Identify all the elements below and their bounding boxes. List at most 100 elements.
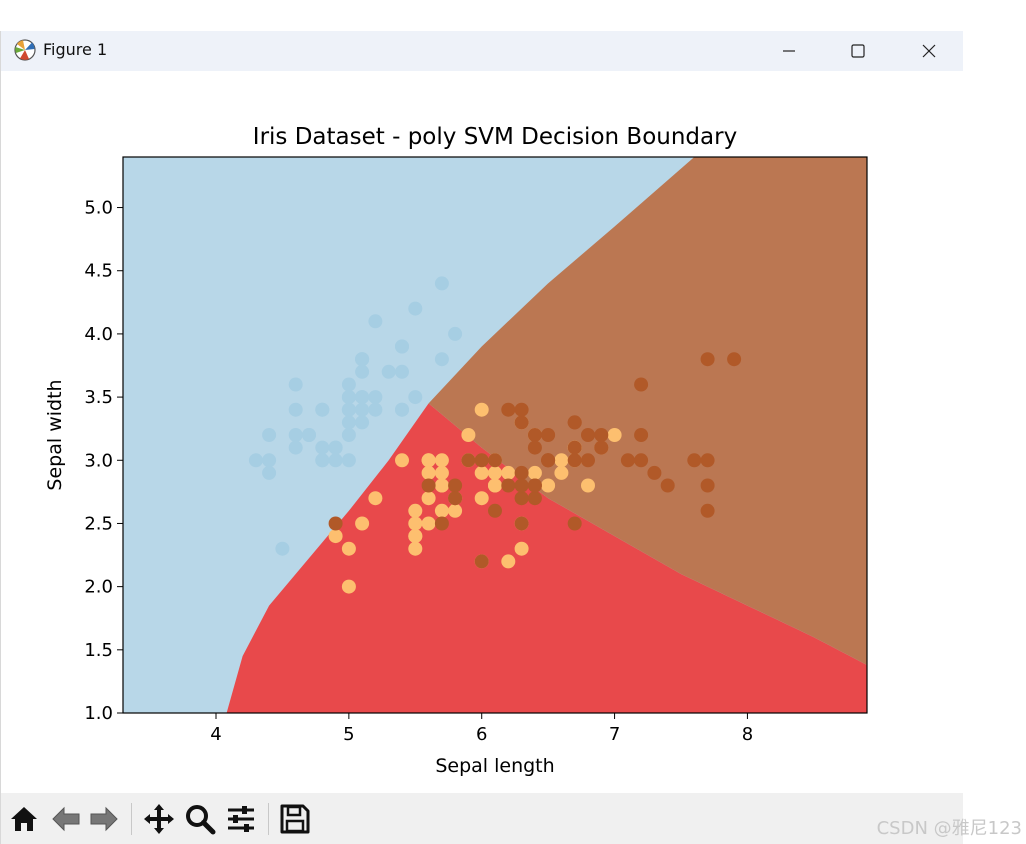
point-versicolor: [488, 478, 502, 493]
point-versicolor: [434, 503, 449, 518]
configure-subplots-button[interactable]: [223, 801, 259, 837]
point-versicolor: [341, 579, 356, 594]
point-virginica: [434, 516, 449, 531]
point-versicolor: [607, 428, 622, 442]
point-setosa: [355, 364, 370, 379]
point-setosa: [275, 541, 290, 556]
point-virginica: [474, 453, 489, 468]
point-virginica: [634, 377, 649, 392]
point-setosa: [328, 453, 343, 468]
zoom-magnifier-icon: [186, 805, 216, 835]
point-virginica: [514, 478, 529, 493]
figure-canvas[interactable]: 4 5 6 7 8 1.0 1.5 2.0 2.5 3.0 3.5 4.0 4.5 5.0 Iris D…: [1, 71, 963, 793]
point-versicolor: [501, 465, 516, 480]
zoom-button[interactable]: [182, 801, 218, 837]
minimize-button[interactable]: [759, 31, 819, 71]
x-tick-label: 4: [210, 724, 221, 745]
point-versicolor: [581, 478, 595, 493]
y-tick-label: 4.5: [84, 261, 113, 282]
point-virginica: [328, 516, 343, 531]
point-setosa: [341, 390, 356, 405]
point-versicolor: [421, 465, 436, 480]
point-setosa: [288, 377, 303, 392]
point-virginica: [474, 554, 489, 569]
y-tick-label: 1.5: [84, 640, 113, 661]
point-versicolor: [448, 503, 463, 518]
point-virginica: [687, 453, 702, 468]
point-setosa: [288, 402, 303, 417]
matplotlib-figure-icon: [13, 38, 37, 62]
point-setosa: [408, 301, 423, 316]
toolbar-separator: [268, 803, 269, 835]
point-virginica: [567, 415, 582, 430]
point-setosa: [355, 352, 370, 367]
point-setosa: [262, 465, 277, 480]
point-virginica: [541, 428, 556, 442]
title-bar[interactable]: Figure 1: [1, 31, 963, 71]
y-axis-ticks: 1.0 1.5 2.0 2.5 3.0 3.5 4.0 4.5 5.0: [84, 198, 123, 724]
figure-window: Figure 1 4 5 6 7 8 1.0 1.5 2.0 2.5 3.0 3.5 4.0 4.5 5…: [0, 31, 963, 844]
back-button[interactable]: [48, 801, 84, 837]
point-virginica: [501, 478, 516, 493]
y-tick-label: 1.0: [84, 703, 113, 724]
y-tick-label: 2.0: [84, 577, 113, 598]
point-setosa: [355, 415, 370, 430]
point-versicolor: [328, 529, 343, 544]
region-virginica: [428, 157, 867, 665]
point-virginica: [567, 516, 582, 531]
point-versicolor: [434, 465, 449, 480]
point-setosa: [248, 453, 263, 468]
home-icon: [11, 807, 37, 831]
point-setosa: [381, 364, 396, 379]
point-virginica: [620, 453, 635, 468]
point-virginica: [527, 491, 542, 506]
point-virginica: [634, 453, 649, 468]
point-versicolor: [541, 478, 556, 493]
maximize-button[interactable]: [828, 31, 888, 71]
forward-arrow-icon: [90, 806, 118, 832]
point-setosa: [288, 428, 303, 442]
decision-regions: [123, 157, 867, 713]
y-axis-label: Sepal width: [44, 379, 66, 490]
point-virginica: [581, 453, 595, 468]
point-versicolor: [527, 465, 542, 480]
x-axis-ticks: 4 5 6 7 8: [210, 713, 753, 745]
point-virginica: [448, 491, 463, 506]
point-versicolor: [421, 516, 436, 531]
point-virginica: [581, 428, 595, 442]
pan-button[interactable]: [141, 801, 177, 837]
point-setosa: [368, 390, 383, 405]
point-virginica: [700, 478, 715, 493]
point-versicolor: [434, 453, 449, 468]
point-setosa: [448, 326, 463, 341]
save-button[interactable]: [277, 801, 313, 837]
x-tick-label: 6: [476, 724, 487, 745]
point-versicolor: [341, 541, 356, 556]
point-setosa: [302, 428, 316, 442]
toolbar-separator: [131, 803, 132, 835]
x-axis-label: Sepal length: [435, 755, 554, 777]
x-tick-label: 7: [609, 724, 620, 745]
point-setosa: [341, 415, 356, 430]
point-virginica: [634, 428, 649, 442]
close-icon: [922, 44, 936, 58]
point-virginica: [647, 465, 662, 480]
point-virginica: [514, 491, 529, 506]
point-versicolor: [474, 465, 489, 480]
point-setosa: [288, 440, 303, 455]
region-versicolor: [226, 403, 867, 713]
point-versicolor: [461, 428, 476, 442]
point-versicolor: [434, 478, 449, 493]
point-versicolor: [408, 541, 423, 556]
point-versicolor: [421, 491, 436, 506]
point-setosa: [341, 453, 356, 468]
point-versicolor: [408, 529, 423, 544]
home-button[interactable]: [6, 801, 42, 837]
forward-button[interactable]: [86, 801, 122, 837]
point-virginica: [567, 440, 582, 455]
x-tick-label: 8: [742, 724, 753, 745]
point-setosa: [395, 364, 409, 379]
y-tick-label: 4.0: [84, 324, 113, 345]
close-button[interactable]: [899, 31, 959, 71]
scatter-points: [248, 276, 742, 594]
